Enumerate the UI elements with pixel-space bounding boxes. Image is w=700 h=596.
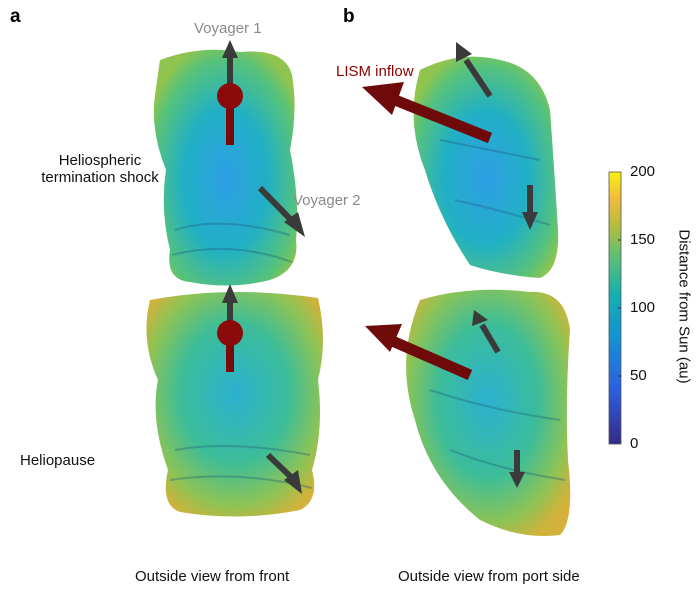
- panel-label-b: b: [343, 6, 355, 27]
- termination-shock-front-surface: [153, 49, 298, 286]
- voyager2-arrow-front: [257, 185, 305, 237]
- lism-inflow-arrow-port-hp: [365, 324, 473, 381]
- termination-shock-label: Heliospheric termination shock: [20, 152, 180, 186]
- voyager2-arrow-front-hp: [265, 452, 302, 494]
- voyager2-arrow-port-hp: [509, 450, 525, 488]
- heliopause-label: Heliopause: [20, 452, 96, 469]
- lism-inflow-arrow-port: [362, 82, 493, 144]
- termination-shock-label-line2: termination shock: [41, 169, 159, 186]
- voyager2-arrow-port: [522, 185, 538, 230]
- caption-port: Outside view from port side: [398, 568, 580, 585]
- colorbar-tick-150: 150: [630, 231, 656, 248]
- termination-shock-port-surface: [413, 56, 559, 279]
- caption-front: Outside view from front: [135, 568, 290, 585]
- colorbar-label: Distance from Sun (au): [675, 229, 693, 384]
- colorbar-tick-100: 100: [630, 299, 656, 316]
- voyager2-label: Voyager 2: [293, 192, 361, 209]
- termination-shock-label-line1: Heliospheric: [58, 152, 142, 169]
- lism-inflow-front-hp: [217, 320, 243, 372]
- voyager1-label: Voyager 1: [194, 20, 262, 37]
- colorbar-ticks: [618, 239, 621, 377]
- colorbar-tick-0: 0: [630, 435, 639, 452]
- heliopause-front-surface: [146, 291, 323, 517]
- voyager1-arrow-port: [456, 42, 493, 98]
- colorbar-tick-200: 200: [630, 163, 656, 180]
- panel-label-a: a: [10, 6, 21, 27]
- colorbar-tick-50: 50: [630, 367, 647, 384]
- voyager1-arrow-port-hp: [472, 310, 501, 354]
- surface-ridges: [169, 139, 566, 489]
- lism-inflow-label: LISM inflow: [336, 63, 414, 80]
- heliopause-port-surface: [406, 289, 571, 536]
- lism-inflow-front: [217, 83, 243, 145]
